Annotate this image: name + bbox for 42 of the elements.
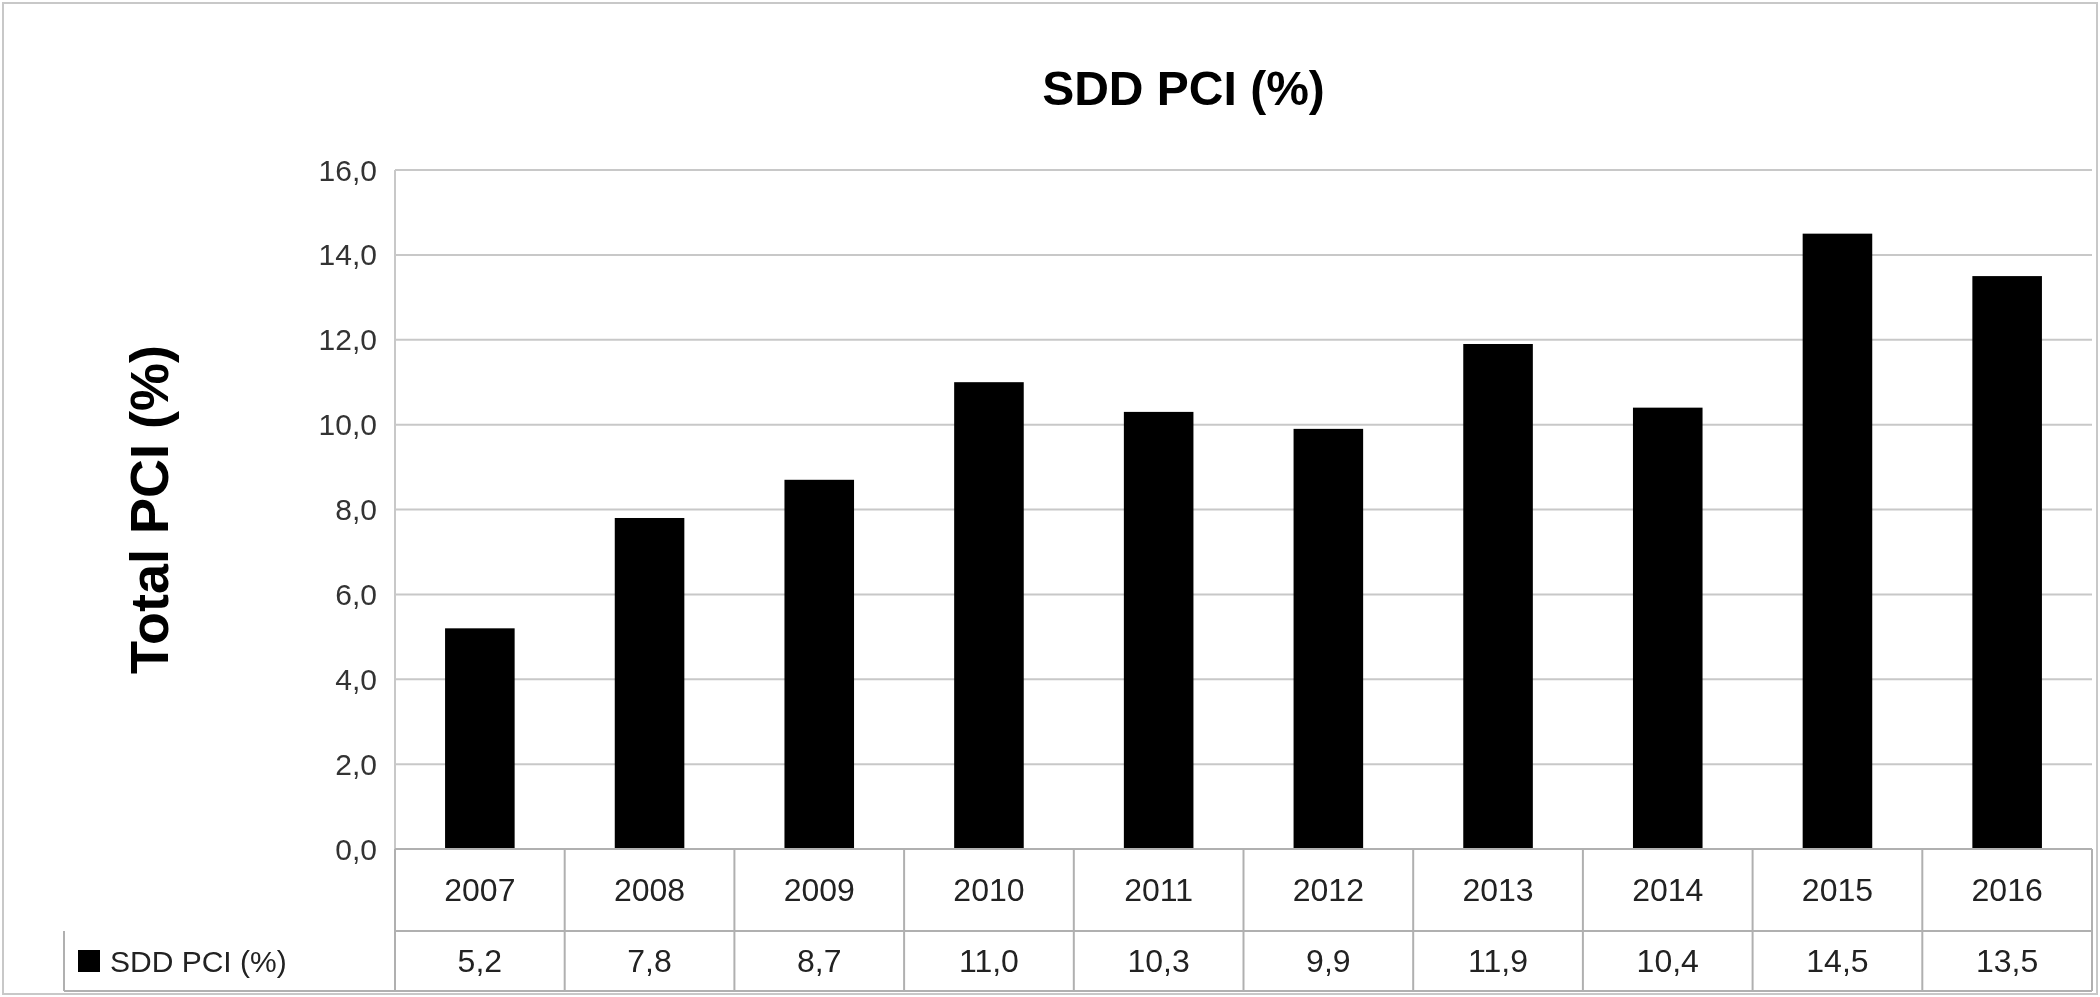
y-axis-title: Total PCI (%) (119, 345, 179, 674)
data-label: 9,9 (1306, 943, 1351, 980)
y-tick-label: 10,0 (318, 408, 377, 442)
y-tick-label: 8,0 (335, 493, 377, 526)
x-tick-label: 2012 (1292, 872, 1364, 909)
y-tick-label: 16,0 (318, 153, 377, 187)
bar (1293, 428, 1364, 849)
x-tick-label: 2008 (613, 872, 686, 909)
x-tick-label: 2016 (1971, 872, 2043, 909)
y-tick-label: 12,0 (318, 323, 377, 357)
y-tick-label: 0,0 (335, 832, 377, 866)
data-label: 5,2 (457, 943, 503, 980)
x-tick-label: 2009 (783, 872, 855, 909)
x-tick-label: 2014 (1632, 872, 1704, 909)
data-label: 11,9 (1468, 943, 1528, 980)
legend-label: SDD PCI (%) (110, 944, 287, 978)
data-label: 11,0 (959, 943, 1019, 980)
bar (1802, 233, 1873, 849)
y-tick-label: 6,0 (335, 577, 377, 611)
x-tick-label: 2010 (953, 872, 1025, 909)
data-label: 7,8 (627, 943, 672, 980)
x-tick-label: 2013 (1462, 872, 1534, 909)
data-label: 14,5 (1806, 943, 1869, 980)
bar (1632, 407, 1703, 849)
bar (1123, 411, 1194, 849)
y-tick-label: 14,0 (318, 238, 377, 272)
chart-title: SDD PCI (%) (1042, 62, 1325, 115)
y-tick-label: 2,0 (335, 747, 377, 781)
data-label: 10,3 (1127, 943, 1190, 980)
bar (445, 628, 515, 849)
data-label: 10,4 (1636, 943, 1699, 980)
y-tick-label: 4,0 (335, 662, 377, 696)
bar (954, 382, 1024, 849)
bar (784, 479, 855, 849)
bar (1972, 276, 2042, 849)
x-tick-label: 2007 (444, 872, 516, 909)
bar (1463, 343, 1533, 849)
data-label: 8,7 (797, 943, 842, 980)
bar (614, 517, 685, 849)
data-label: 13,5 (1976, 943, 2039, 980)
x-tick-label: 2015 (1801, 872, 1874, 909)
x-tick-label: 2011 (1124, 872, 1194, 909)
